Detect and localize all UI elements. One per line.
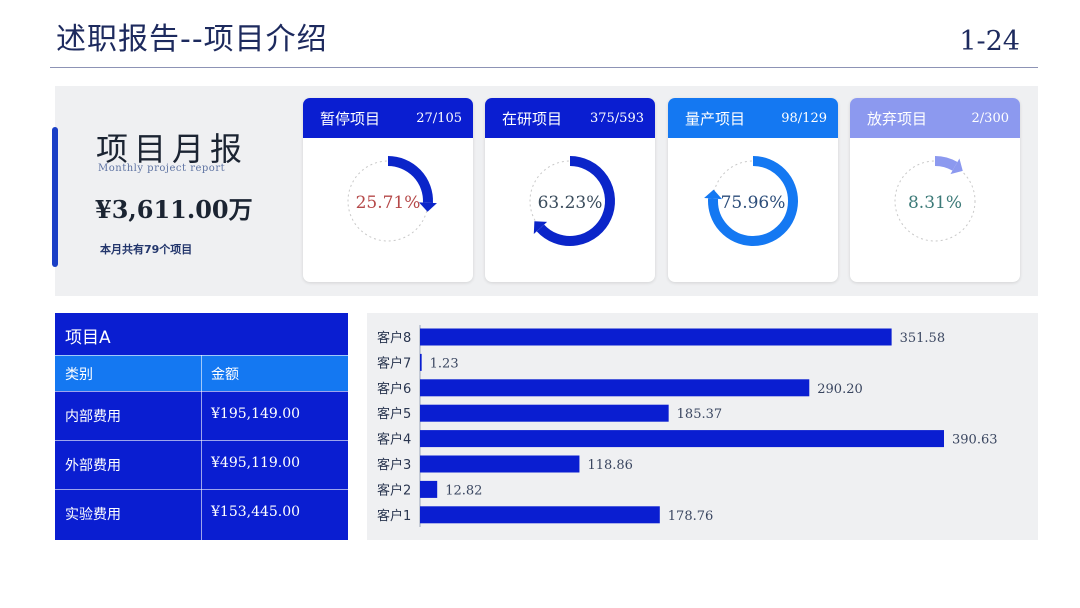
bar-category-label: 客户1 [377,508,411,524]
bar-category-label: 客户2 [377,482,411,498]
stat-card-label: 量产项目 [685,109,746,128]
bar [420,430,944,448]
progress-ring [704,156,798,246]
table-divider [201,355,202,540]
table-cell: 外部费用 [65,458,121,474]
progress-ring-arc [708,156,798,246]
monthly-project-count-note: 本月共有79个项目 [100,243,193,256]
customer-bar-chart: 客户8 351.58 客户7 1.23 客户6 290.20 客户5 185.37 客户4 390… [367,313,1038,540]
bar [420,328,892,346]
bar [420,455,580,473]
stat-card-label: 暂停项目 [320,109,381,128]
bar-value-label: 118.86 [587,458,633,473]
table-cell: ¥153,445.00 [211,504,301,520]
stat-card-ratio: 375/593 [589,110,644,126]
progress-ring [347,156,437,242]
progress-ring-arrow-icon [533,221,548,235]
stat-card-percent: 25.71% [355,193,421,213]
bar-category-label: 客户3 [377,457,411,473]
project-table-title: 项目A [65,328,111,348]
page-title: 述职报告--项目介绍 [56,22,328,57]
bar-value-label: 290.20 [817,382,863,397]
stat-card-header: 放弃项目 2/300 [850,98,1020,138]
progress-ring [529,156,615,246]
stat-card-percent: 8.31% [907,193,962,213]
stat-card-header: 量产项目 98/129 [668,98,838,138]
monthly-amount: ¥3,611.00万 [95,195,253,224]
progress-ring-arrow-icon [950,158,963,175]
progress-ring-arc [934,156,958,171]
stat-card-percent: 75.96% [720,193,786,213]
table-column-header: 金额 [211,367,239,383]
header-divider [50,67,1038,68]
bar-category-label: 客户6 [377,381,411,397]
bar-value-label: 178.76 [668,509,714,524]
stat-card-ratio: 2/300 [971,110,1009,126]
bar-category-label: 客户8 [377,330,411,346]
bar-value-label: 1.23 [430,356,459,371]
bar-category-label: 客户7 [377,355,411,371]
bar-category-label: 客户5 [377,406,411,422]
bar [420,506,660,524]
bar [420,480,438,498]
progress-ring [894,156,976,242]
monthly-report-subtitle: Monthly project report [98,163,226,174]
stat-card-header: 在研项目 375/593 [485,98,655,138]
stat-card-ratio: 27/105 [416,110,462,126]
progress-ring-arc [536,156,615,246]
bar [420,353,422,371]
page-number: 1-24 [959,26,1020,57]
bar-value-label: 390.63 [952,433,998,448]
progress-ring-arc [387,156,433,204]
progress-ring-arrow-icon [418,202,437,212]
table-cell: ¥195,149.00 [211,406,301,422]
stat-card-label: 在研项目 [502,109,563,128]
bar-value-label: 185.37 [677,407,723,422]
stat-card-label: 放弃项目 [867,109,928,128]
stat-card-mass-production: 量产项目 98/129 75.96% [668,98,838,282]
stat-card-paused: 暂停项目 27/105 25.71% [303,98,473,282]
monthly-report-title: 项目月报 [96,130,249,168]
bar-chart-canvas: 客户8 351.58 客户7 1.23 客户6 290.20 客户5 185.37 客户4 390… [377,325,998,527]
table-cell: 内部费用 [65,409,121,425]
stat-card-ratio: 98/129 [781,110,827,126]
bar [420,404,669,422]
bar [420,379,810,397]
stat-card-in-research: 在研项目 375/593 63.23% [485,98,655,282]
stat-card-percent: 63.23% [537,193,603,213]
bar-value-label: 351.58 [900,331,946,346]
stat-card-header: 暂停项目 27/105 [303,98,473,138]
table-cell: ¥495,119.00 [211,455,301,471]
table-cell: 实验费用 [65,507,121,523]
summary-accent-bar [52,127,58,267]
progress-ring-track [894,160,976,242]
progress-ring-arrow-icon [704,189,723,200]
bar-category-label: 客户4 [377,432,411,448]
bar-value-label: 12.82 [445,483,482,498]
stat-card-abandoned: 放弃项目 2/300 8.31% [850,98,1020,282]
table-column-header: 类别 [65,367,93,383]
